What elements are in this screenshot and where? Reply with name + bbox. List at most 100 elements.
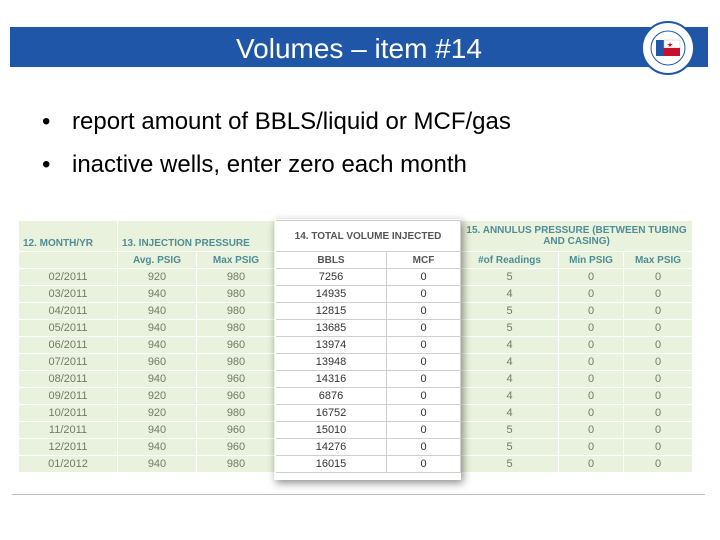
cell: 980 bbox=[196, 268, 276, 286]
data-row: 09/2011 920 960 6876 0 4 0 0 bbox=[18, 387, 694, 405]
cell: 05/2011 bbox=[18, 319, 118, 337]
data-row: 01/2012 940 980 16015 0 5 0 0 bbox=[18, 455, 694, 473]
data-row: 08/2011 940 960 14316 0 4 0 0 bbox=[18, 370, 694, 388]
cell: 5 bbox=[460, 455, 560, 473]
cell: 940 bbox=[117, 455, 197, 473]
cell: 13685 bbox=[275, 319, 387, 337]
sub-header: BBLS bbox=[275, 251, 387, 269]
cell: 0 bbox=[385, 455, 462, 473]
cell: 0 bbox=[558, 455, 625, 473]
cell: 0 bbox=[385, 268, 462, 286]
cell: 960 bbox=[196, 336, 276, 354]
cell: 0 bbox=[558, 336, 625, 354]
group-header: 12. MONTH/YR bbox=[18, 220, 118, 252]
cell: 0 bbox=[623, 370, 694, 388]
cell: 0 bbox=[385, 370, 462, 388]
sub-header: MCF bbox=[385, 251, 462, 269]
cell: 0 bbox=[385, 285, 462, 303]
cell: 16752 bbox=[275, 404, 387, 422]
cell: 940 bbox=[117, 319, 197, 337]
cell: 0 bbox=[558, 387, 625, 405]
bullet: inactive wells, enter zero each month bbox=[42, 143, 511, 186]
cell: 5 bbox=[460, 268, 560, 286]
data-row: 12/2011 940 960 14276 0 5 0 0 bbox=[18, 438, 694, 456]
logo bbox=[641, 21, 695, 75]
cell: 0 bbox=[623, 302, 694, 320]
cell: 0 bbox=[558, 370, 625, 388]
cell: 0 bbox=[558, 421, 625, 439]
cell: 940 bbox=[117, 421, 197, 439]
cell: 14935 bbox=[275, 285, 387, 303]
cell: 0 bbox=[385, 353, 462, 371]
cell: 0 bbox=[623, 285, 694, 303]
cell: 0 bbox=[558, 438, 625, 456]
slide-title: Volumes – item #14 bbox=[236, 33, 482, 64]
cell: 5 bbox=[460, 438, 560, 456]
cell: 0 bbox=[623, 421, 694, 439]
cell: 4 bbox=[460, 387, 560, 405]
cell: 10/2011 bbox=[18, 404, 118, 422]
cell: 980 bbox=[196, 455, 276, 473]
injection-table: 12. MONTH/YR 13. INJECTION PRESSURE 14. TO… bbox=[18, 220, 694, 473]
cell: 960 bbox=[196, 421, 276, 439]
cell: 4 bbox=[460, 336, 560, 354]
cell: 0 bbox=[558, 285, 625, 303]
bottom-rule bbox=[12, 494, 705, 495]
group-header-row: 12. MONTH/YR 13. INJECTION PRESSURE 14. TO… bbox=[18, 220, 694, 252]
cell: 980 bbox=[196, 319, 276, 337]
bullet: report amount of BBLS/liquid or MCF/gas bbox=[42, 100, 511, 143]
sub-header-row: Avg. PSIG Max PSIG BBLS MCF #of Readings Min … bbox=[18, 251, 694, 269]
data-row: 11/2011 940 960 15010 0 5 0 0 bbox=[18, 421, 694, 439]
cell: 5 bbox=[460, 302, 560, 320]
title-bar bbox=[10, 27, 708, 67]
cell: 02/2011 bbox=[18, 268, 118, 286]
cell: 0 bbox=[623, 455, 694, 473]
cell: 960 bbox=[196, 387, 276, 405]
cell: 960 bbox=[196, 438, 276, 456]
cell: 0 bbox=[623, 353, 694, 371]
cell: 0 bbox=[385, 438, 462, 456]
cell: 6876 bbox=[275, 387, 387, 405]
cell: 0 bbox=[385, 336, 462, 354]
cell: 13974 bbox=[275, 336, 387, 354]
sub-header: Min PSIG bbox=[558, 251, 625, 269]
cell: 0 bbox=[623, 268, 694, 286]
cell: 0 bbox=[623, 387, 694, 405]
cell: 14316 bbox=[275, 370, 387, 388]
cell: 0 bbox=[558, 268, 625, 286]
cell: 4 bbox=[460, 370, 560, 388]
cell: 13948 bbox=[275, 353, 387, 371]
cell: 0 bbox=[385, 319, 462, 337]
cell: 960 bbox=[196, 370, 276, 388]
cell: 4 bbox=[460, 353, 560, 371]
data-row: 04/2011 940 980 12815 0 5 0 0 bbox=[18, 302, 694, 320]
cell: 0 bbox=[623, 404, 694, 422]
cell: 980 bbox=[196, 285, 276, 303]
cell: 0 bbox=[385, 302, 462, 320]
cell: 980 bbox=[196, 353, 276, 371]
cell: 0 bbox=[623, 319, 694, 337]
data-row: 02/2011 920 980 7256 0 5 0 0 bbox=[18, 268, 694, 286]
data-row: 06/2011 940 960 13974 0 4 0 0 bbox=[18, 336, 694, 354]
cell: 7256 bbox=[275, 268, 387, 286]
cell: 0 bbox=[385, 404, 462, 422]
sub-header: Avg. PSIG bbox=[117, 251, 197, 269]
cell: 920 bbox=[117, 387, 197, 405]
cell: 940 bbox=[117, 438, 197, 456]
cell: 14276 bbox=[275, 438, 387, 456]
cell: 08/2011 bbox=[18, 370, 118, 388]
cell: 06/2011 bbox=[18, 336, 118, 354]
bullet-list: report amount of BBLS/liquid or MCF/gas … bbox=[42, 100, 511, 186]
cell: 980 bbox=[196, 404, 276, 422]
cell: 4 bbox=[460, 285, 560, 303]
empty-header bbox=[18, 251, 118, 269]
sub-header: Max PSIG bbox=[196, 251, 276, 269]
cell: 07/2011 bbox=[18, 353, 118, 371]
cell: 4 bbox=[460, 404, 560, 422]
cell: 920 bbox=[117, 404, 197, 422]
sub-header: #of Readings bbox=[460, 251, 560, 269]
cell: 980 bbox=[196, 302, 276, 320]
cell: 0 bbox=[623, 336, 694, 354]
cell: 12815 bbox=[275, 302, 387, 320]
